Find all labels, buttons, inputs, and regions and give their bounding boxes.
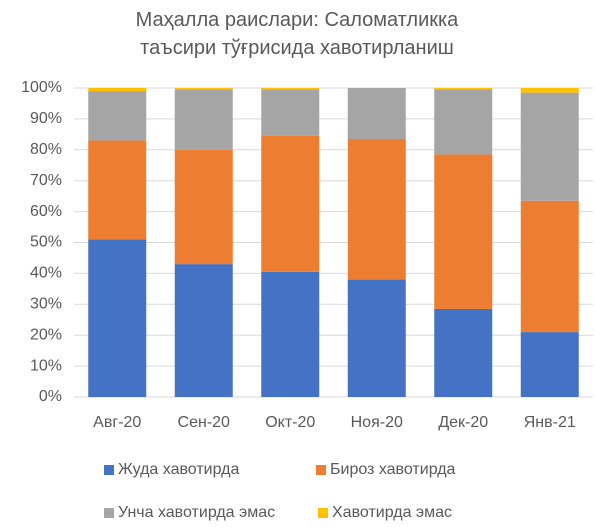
- legend-swatch: [318, 508, 328, 518]
- bar-segment: [261, 135, 320, 272]
- legend-swatch: [104, 508, 114, 518]
- bar-segment: [174, 88, 233, 90]
- bar-segment: [520, 92, 579, 201]
- bar-segment: [520, 332, 579, 397]
- legend-label: Бироз хавотирда: [330, 461, 456, 478]
- bar-segment: [261, 89, 320, 136]
- y-tick-label: 70%: [30, 172, 62, 189]
- y-tick-label: 10%: [30, 357, 62, 374]
- y-tick-label: 30%: [30, 296, 62, 313]
- bar-segment: [261, 271, 320, 397]
- y-tick-label: 50%: [30, 234, 62, 251]
- bar-segment: [174, 264, 233, 397]
- legend-label: Унча хавотирда эмас: [118, 504, 275, 521]
- x-tick-label: Авг-20: [93, 414, 141, 431]
- x-tick-label: Дек-20: [438, 414, 488, 431]
- y-tick-label: 100%: [21, 79, 62, 96]
- y-tick-label: 80%: [30, 141, 62, 158]
- legend-label: Хавотирда эмас: [332, 504, 452, 521]
- bar-segment: [174, 89, 233, 150]
- bar-segment: [434, 308, 493, 397]
- bar-segment: [347, 88, 406, 139]
- bar-segment: [88, 88, 147, 92]
- x-tick-label: Сен-20: [178, 414, 231, 431]
- bar-segment: [88, 140, 147, 240]
- y-tick-label: 40%: [30, 265, 62, 282]
- x-tick-label: Ноя-20: [351, 414, 403, 431]
- bar-segment: [88, 91, 147, 141]
- y-tick-label: 90%: [30, 110, 62, 127]
- bar-segment: [434, 154, 493, 309]
- bar-segment: [347, 279, 406, 397]
- y-tick-label: 0%: [39, 388, 62, 405]
- x-tick-label: Янв-21: [524, 414, 576, 431]
- bar-segment: [88, 239, 147, 397]
- y-tick-label: 20%: [30, 326, 62, 343]
- bar-segment: [520, 88, 579, 93]
- bar-segment: [434, 89, 493, 155]
- bar-segment: [434, 88, 493, 90]
- chart-title: Маҳалла раислари: Саломатликка таъсири т…: [135, 9, 459, 59]
- legend-label: Жуда хавотирда: [118, 461, 239, 478]
- y-tick-label: 60%: [30, 203, 62, 220]
- bar-segment: [261, 88, 320, 90]
- legend-swatch: [316, 465, 326, 475]
- x-tick-label: Окт-20: [265, 414, 315, 431]
- bar-segment: [174, 149, 233, 265]
- bar-segment: [347, 138, 406, 280]
- bar-segment: [520, 200, 579, 333]
- legend-swatch: [104, 465, 114, 475]
